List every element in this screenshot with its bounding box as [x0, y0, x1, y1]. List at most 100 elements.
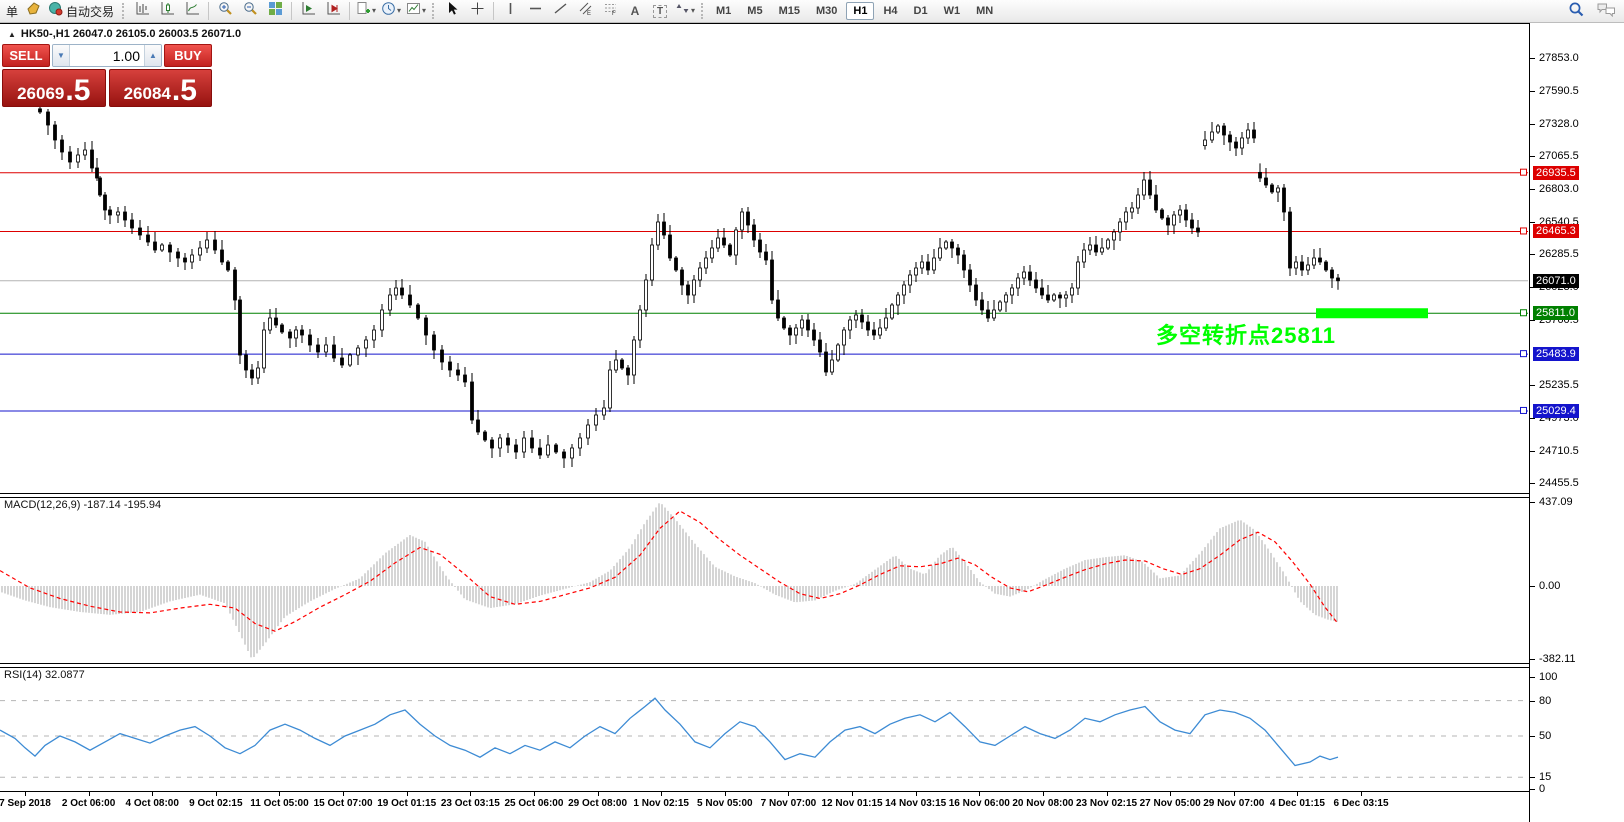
time-tick	[343, 792, 345, 796]
timeframe-m15[interactable]: M15	[778, 5, 800, 17]
fibonacci-tool[interactable]: F	[598, 0, 622, 22]
volume-decrease-button[interactable]: ▼	[53, 45, 70, 66]
timeframe-w1[interactable]: W1	[943, 5, 961, 17]
price-badge: 25811.0	[1533, 306, 1578, 321]
tile-windows-button[interactable]	[263, 0, 287, 22]
trendline-icon	[553, 1, 568, 21]
zoom-in-button[interactable]	[213, 0, 237, 22]
price-tick	[1530, 123, 1535, 125]
clock-icon	[381, 1, 396, 21]
auto-scroll-button[interactable]	[296, 0, 320, 22]
cursor-tool-button[interactable]	[440, 0, 464, 22]
trendline-tool[interactable]	[548, 0, 572, 22]
indicators-icon	[406, 1, 421, 21]
rsi-axis-tick	[1530, 736, 1535, 737]
chart-shift-icon	[326, 1, 341, 21]
pane-separator-macd[interactable]	[0, 493, 1624, 498]
timeframe-mn[interactable]: MN	[976, 5, 994, 17]
time-tick	[88, 792, 90, 796]
search-icon	[1568, 1, 1585, 23]
pane-separator-rsi[interactable]	[0, 663, 1624, 668]
tile-windows-icon	[268, 1, 283, 21]
price-tick	[1530, 286, 1535, 288]
candle-chart-button[interactable]	[155, 0, 179, 22]
zoom-out-button[interactable]	[238, 0, 262, 22]
timeframe-h4[interactable]: H4	[883, 5, 898, 17]
toolbar-right	[1564, 0, 1618, 23]
time-tick	[979, 792, 981, 796]
toolbar-separator	[291, 2, 293, 20]
toolbar-separator	[349, 2, 351, 20]
timeframe-d1[interactable]: D1	[913, 5, 928, 17]
time-label: 7 Sep 2018	[0, 798, 51, 809]
time-label: 29 Oct 08:00	[568, 798, 628, 809]
timeframe-bar: M1 M5 M15 M30 H1 H4 D1 W1 MN	[709, 2, 1000, 20]
price-tick	[1530, 222, 1535, 224]
buy-button[interactable]: BUY	[164, 44, 212, 67]
crosshair-icon	[470, 1, 485, 21]
new-order-label[interactable]: 单	[6, 4, 19, 19]
sell-price-main: 26069	[17, 84, 65, 103]
time-label: 23 Oct 03:15	[440, 798, 500, 809]
time-label: 15 Oct 07:00	[313, 798, 373, 809]
buy-price-button[interactable]: 26084 .5	[108, 69, 212, 107]
indicators-dropdown[interactable]: ▾	[404, 0, 428, 22]
time-label: 11 Oct 05:00	[250, 798, 309, 809]
highlight-rectangle[interactable]	[1316, 308, 1428, 319]
price-axis[interactable]: 27853.0 27590.5 27328.0 27065.5 26803.0 26540…	[1529, 23, 1624, 822]
horizontal-line-tool[interactable]	[523, 0, 547, 22]
time-label: 23 Nov 02:15	[1075, 798, 1138, 809]
time-tick	[915, 792, 917, 796]
bar-chart-button[interactable]	[130, 0, 154, 22]
annotation-text[interactable]: 多空转折点25811	[1156, 323, 1336, 348]
price-tick	[1530, 189, 1535, 191]
time-tick	[279, 792, 281, 796]
arrows-icon	[675, 1, 690, 21]
time-tick	[1361, 792, 1363, 796]
new-order-button[interactable]	[21, 0, 45, 22]
time-tick	[1297, 792, 1299, 796]
volume-input[interactable]	[70, 45, 144, 66]
timeframe-m5[interactable]: M5	[747, 5, 763, 17]
line-chart-button[interactable]	[180, 0, 204, 22]
sell-price-button[interactable]: 26069 .5	[2, 69, 106, 107]
timeframe-m30[interactable]: M30	[815, 5, 838, 17]
sell-button[interactable]: SELL	[2, 44, 50, 67]
time-axis[interactable]: 7 Sep 2018 2 Oct 06:00 4 Oct 08:00 9 Oct 02…	[0, 791, 1624, 822]
time-label: 25 Oct 06:00	[504, 798, 564, 809]
order-top-row: SELL ▼ ▲ BUY	[2, 44, 212, 67]
text-tool[interactable]: A	[623, 0, 647, 22]
crosshair-tool-button[interactable]	[465, 0, 489, 22]
timeframe-h1[interactable]: H1	[846, 2, 875, 20]
bar-chart-icon	[135, 1, 150, 21]
vertical-line-tool[interactable]	[498, 0, 522, 22]
time-tick	[533, 792, 535, 796]
chat-button[interactable]	[1594, 1, 1618, 23]
profiles-dropdown[interactable]: ▾	[379, 0, 403, 22]
time-label: 27 Nov 05:00	[1139, 798, 1201, 809]
toolbar-separator	[208, 2, 210, 20]
new-chart-dropdown[interactable]: ▾	[354, 0, 378, 22]
channel-tool[interactable]: E	[573, 0, 597, 22]
autotrading-button[interactable]: 自动交易	[46, 0, 118, 22]
chart-symbol-icon: ▲	[8, 29, 16, 39]
price-label: 26285.5	[1539, 247, 1579, 260]
time-label: 12 Nov 01:15	[821, 798, 883, 809]
timeframe-m1[interactable]: M1	[716, 5, 732, 17]
chart-shift-button[interactable]	[321, 0, 345, 22]
rsi-axis-label: 80	[1539, 694, 1552, 707]
chart-plot-area[interactable]	[0, 22, 1529, 791]
plot-border	[0, 23, 1624, 24]
arrows-tool-dropdown[interactable]: ▾	[673, 0, 697, 22]
new-order-icon	[26, 1, 41, 21]
volume-increase-button[interactable]: ▲	[144, 45, 161, 66]
chevron-down-icon: ▾	[372, 6, 377, 15]
top-toolbar: 单 自动交易 ▾ ▾	[0, 0, 1624, 23]
search-button[interactable]	[1564, 1, 1588, 23]
chart-header: ▲ HK50-,H1 26047.0 26105.0 26003.5 26071…	[8, 28, 241, 40]
price-tick	[1530, 385, 1535, 387]
chat-bubbles-icon	[1597, 2, 1616, 22]
chevron-down-icon: ▾	[691, 6, 696, 15]
time-label: 2 Oct 06:00	[61, 798, 116, 809]
text-label-tool[interactable]: T	[648, 0, 672, 22]
